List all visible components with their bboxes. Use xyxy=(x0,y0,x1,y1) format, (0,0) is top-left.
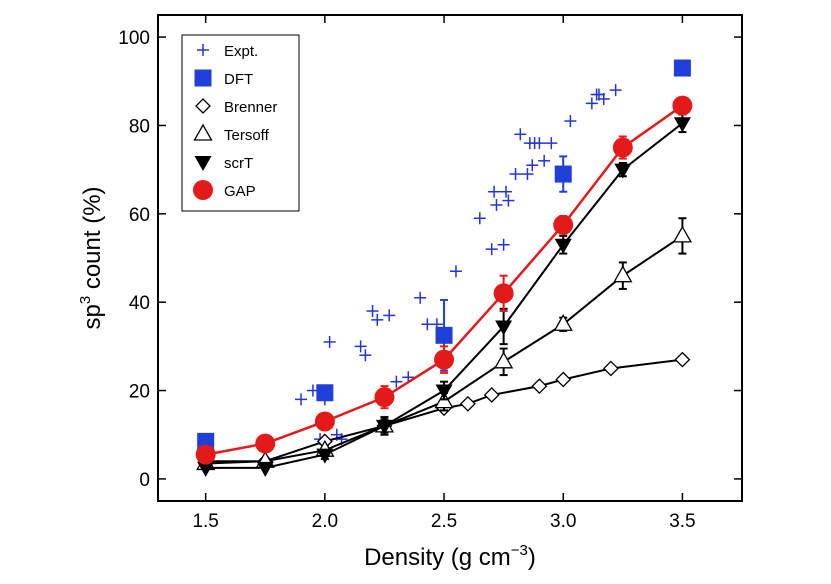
data-point xyxy=(531,378,548,395)
x-tick-label: 3.5 xyxy=(669,511,695,532)
legend-marker xyxy=(194,156,212,171)
data-point xyxy=(545,137,558,150)
legend-item: Expt. xyxy=(197,43,258,60)
data-point xyxy=(434,349,455,370)
legend-label: scrT xyxy=(224,155,253,172)
data-point xyxy=(564,115,577,128)
data-point xyxy=(597,92,610,105)
data-point xyxy=(390,375,403,388)
data-point xyxy=(502,194,515,207)
legend-item: Tersoff xyxy=(193,123,270,144)
data-point xyxy=(371,313,384,326)
x-tick-label: 2.5 xyxy=(431,511,457,532)
data-point xyxy=(526,159,539,172)
data-point xyxy=(585,97,598,110)
x-tick-label: 2.0 xyxy=(312,511,338,532)
data-point xyxy=(555,371,572,388)
data-point xyxy=(449,265,462,278)
data-point xyxy=(488,185,501,198)
data-point xyxy=(255,433,276,454)
legend-marker xyxy=(195,98,211,114)
data-point xyxy=(256,461,274,477)
data-point xyxy=(538,154,551,167)
y-tick-label: 0 xyxy=(139,470,150,491)
y-tick-label: 80 xyxy=(129,116,150,137)
data-point xyxy=(323,335,336,348)
data-point xyxy=(612,137,633,158)
y-tick-label: 60 xyxy=(129,205,150,226)
data-point xyxy=(473,212,486,225)
data-point xyxy=(483,387,500,403)
data-point xyxy=(674,351,691,368)
data-point xyxy=(553,214,574,235)
data-point xyxy=(354,340,367,353)
data-point xyxy=(673,117,691,133)
data-point xyxy=(509,168,522,181)
y-tick-label: 100 xyxy=(118,28,150,49)
data-point xyxy=(414,291,427,304)
series-layer xyxy=(195,59,693,477)
data-point xyxy=(613,265,633,283)
legend-marker xyxy=(193,123,213,141)
data-point xyxy=(495,320,513,336)
legend-marker xyxy=(194,69,212,87)
y-axis-title: sp3 count (%) xyxy=(77,186,106,329)
legend-label: Tersoff xyxy=(224,127,270,144)
y-tick-label: 40 xyxy=(129,293,150,314)
data-point xyxy=(295,393,308,406)
legend-label: Expt. xyxy=(224,43,258,60)
data-point xyxy=(316,448,334,464)
x-tick-label: 3.0 xyxy=(550,511,576,532)
data-point xyxy=(316,384,334,402)
legend-item: DFT xyxy=(194,69,253,88)
data-point xyxy=(553,313,573,331)
data-point xyxy=(514,128,527,141)
data-point xyxy=(521,168,534,181)
data-point xyxy=(375,419,393,435)
axis-ticks: 1.5 2.0 2.5 3.0 3.5 0 20 40 60 80 100 xyxy=(118,15,742,532)
legend: Expt. DFT Brenner Tersoff scrT GAP xyxy=(181,34,300,212)
data-point xyxy=(435,326,453,344)
data-point xyxy=(366,305,379,318)
data-point xyxy=(459,395,476,412)
data-point xyxy=(197,461,215,477)
x-tick-label: 1.5 xyxy=(192,511,218,532)
data-point xyxy=(435,384,453,400)
data-point xyxy=(490,198,503,211)
data-point xyxy=(673,59,691,77)
data-point xyxy=(195,444,216,465)
data-point xyxy=(554,238,572,254)
data-point xyxy=(533,137,546,150)
data-point xyxy=(383,309,396,322)
data-point xyxy=(602,360,619,377)
data-point xyxy=(359,349,372,362)
data-point xyxy=(500,185,513,198)
data-point xyxy=(672,95,693,116)
legend-label: GAP xyxy=(224,183,256,200)
data-point xyxy=(485,243,498,256)
data-point xyxy=(614,163,632,179)
data-point xyxy=(497,238,510,251)
data-point xyxy=(374,387,395,408)
series-gap xyxy=(195,95,693,465)
x-axis-title: Density (g cm−3) xyxy=(364,542,536,571)
legend-label: DFT xyxy=(224,71,253,88)
legend-item: Brenner xyxy=(195,98,277,116)
legend-marker xyxy=(197,44,209,56)
legend-marker xyxy=(193,180,213,200)
legend-item: GAP xyxy=(193,180,256,200)
data-point xyxy=(609,84,622,97)
data-point xyxy=(494,351,514,369)
data-point xyxy=(314,411,335,432)
data-point xyxy=(554,165,572,183)
data-point xyxy=(672,225,693,243)
plot-frame xyxy=(157,14,743,502)
legend-label: Brenner xyxy=(224,99,277,116)
y-tick-label: 20 xyxy=(129,382,150,403)
legend-item: scrT xyxy=(194,155,253,172)
data-point xyxy=(493,283,514,304)
